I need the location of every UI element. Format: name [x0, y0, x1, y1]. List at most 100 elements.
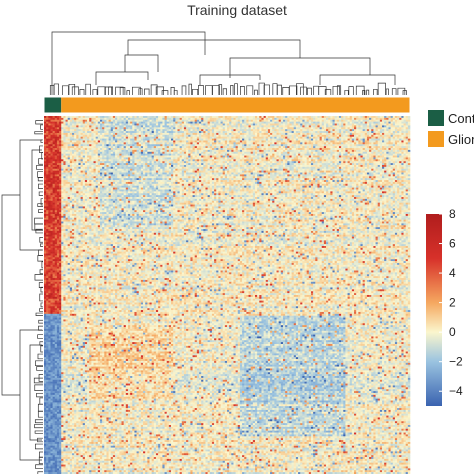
heatmap-cell	[44, 122, 46, 124]
column-dendrogram-leaf	[127, 91, 130, 95]
heatmap-cell	[134, 140, 136, 142]
heatmap-cell	[137, 156, 139, 158]
heatmap-cell	[279, 150, 281, 152]
heatmap-cell	[320, 131, 322, 133]
heatmap-cell	[48, 116, 50, 118]
heatmap-cell	[147, 137, 149, 139]
heatmap-cell	[339, 127, 341, 129]
heatmap-cell	[137, 142, 139, 144]
heatmap-cell	[106, 129, 108, 131]
heatmap-cell	[369, 120, 371, 122]
heatmap-cell	[339, 157, 341, 159]
heatmap-cell	[216, 144, 218, 146]
heatmap-cell	[326, 135, 328, 137]
heatmap-cell	[111, 144, 113, 146]
heatmap-cell	[388, 120, 390, 122]
heatmap-cell	[408, 139, 410, 141]
row-dendrogram-leaf	[39, 309, 43, 312]
heatmap-cell	[384, 146, 386, 148]
heatmap-cell	[132, 118, 134, 120]
heatmap-cell	[378, 152, 380, 154]
heatmap-cell	[257, 139, 259, 141]
heatmap-cell	[363, 124, 365, 126]
heatmap-cell	[154, 120, 156, 122]
heatmap-cell	[208, 129, 210, 131]
heatmap-cell	[193, 118, 195, 120]
heatmap-cell	[70, 116, 72, 118]
heatmap-cell	[315, 129, 317, 131]
heatmap-cell	[378, 137, 380, 139]
heatmap-cell	[96, 142, 98, 144]
heatmap-cell	[57, 139, 59, 141]
heatmap-cell	[152, 133, 154, 135]
heatmap-cell	[395, 156, 397, 158]
heatmap-cell	[117, 154, 119, 156]
heatmap-cell	[44, 139, 46, 141]
heatmap-cell	[223, 146, 225, 148]
heatmap-cell	[50, 156, 52, 158]
heatmap-cell	[149, 154, 151, 156]
heatmap-cell	[236, 122, 238, 124]
heatmap-cell	[395, 152, 397, 154]
heatmap-cell	[255, 135, 257, 137]
heatmap-cell	[391, 140, 393, 142]
heatmap-cell	[268, 129, 270, 131]
heatmap-cell	[145, 152, 147, 154]
heatmap-cell	[184, 148, 186, 150]
heatmap-cell	[83, 131, 85, 133]
heatmap-cell	[76, 131, 78, 133]
heatmap-cell	[399, 120, 401, 122]
heatmap-cell	[283, 116, 285, 118]
heatmap-cell	[83, 116, 85, 118]
heatmap-cell	[190, 116, 192, 118]
heatmap-cell	[66, 157, 68, 159]
heatmap-cell	[238, 156, 240, 158]
heatmap-cell	[317, 137, 319, 139]
heatmap-cell	[345, 131, 347, 133]
heatmap-cell	[330, 125, 332, 127]
heatmap-cell	[46, 139, 48, 141]
heatmap-cell	[46, 159, 48, 161]
heatmap-cell	[94, 125, 96, 127]
heatmap-cell	[184, 152, 186, 154]
heatmap-cell	[147, 150, 149, 152]
heatmap-cell	[106, 131, 108, 133]
heatmap-cell	[106, 116, 108, 118]
heatmap-cell	[268, 120, 270, 122]
heatmap-cell	[322, 116, 324, 118]
heatmap-cell	[391, 144, 393, 146]
heatmap-cell	[406, 148, 408, 150]
heatmap-cell	[328, 127, 330, 129]
heatmap-cell	[100, 124, 102, 126]
heatmap-cell	[208, 116, 210, 118]
heatmap-cell	[186, 122, 188, 124]
heatmap-cell	[356, 152, 358, 154]
heatmap-cell	[264, 146, 266, 148]
heatmap-cell	[401, 122, 403, 124]
heatmap-cell	[96, 156, 98, 158]
heatmap-cell	[210, 156, 212, 158]
heatmap-cell	[122, 122, 124, 124]
heatmap-cell	[264, 125, 266, 127]
heatmap-cell	[343, 152, 345, 154]
heatmap-cell	[225, 156, 227, 158]
heatmap-cell	[156, 124, 158, 126]
heatmap-cell	[281, 127, 283, 129]
heatmap-cell	[358, 139, 360, 141]
heatmap-cell	[249, 116, 251, 118]
heatmap-cell	[66, 159, 68, 161]
heatmap-cell	[391, 127, 393, 129]
heatmap-cell	[322, 140, 324, 142]
heatmap-cell	[141, 129, 143, 131]
heatmap-cell	[367, 131, 369, 133]
column-dendrogram-leaf	[62, 86, 68, 95]
heatmap-cell	[358, 142, 360, 144]
heatmap-cell	[345, 157, 347, 159]
heatmap-cell	[74, 122, 76, 124]
heatmap-cell	[358, 131, 360, 133]
heatmap-cell	[341, 127, 343, 129]
heatmap-cell	[132, 140, 134, 142]
heatmap-cell	[66, 139, 68, 141]
heatmap-cell	[240, 156, 242, 158]
heatmap-cell	[63, 144, 65, 146]
